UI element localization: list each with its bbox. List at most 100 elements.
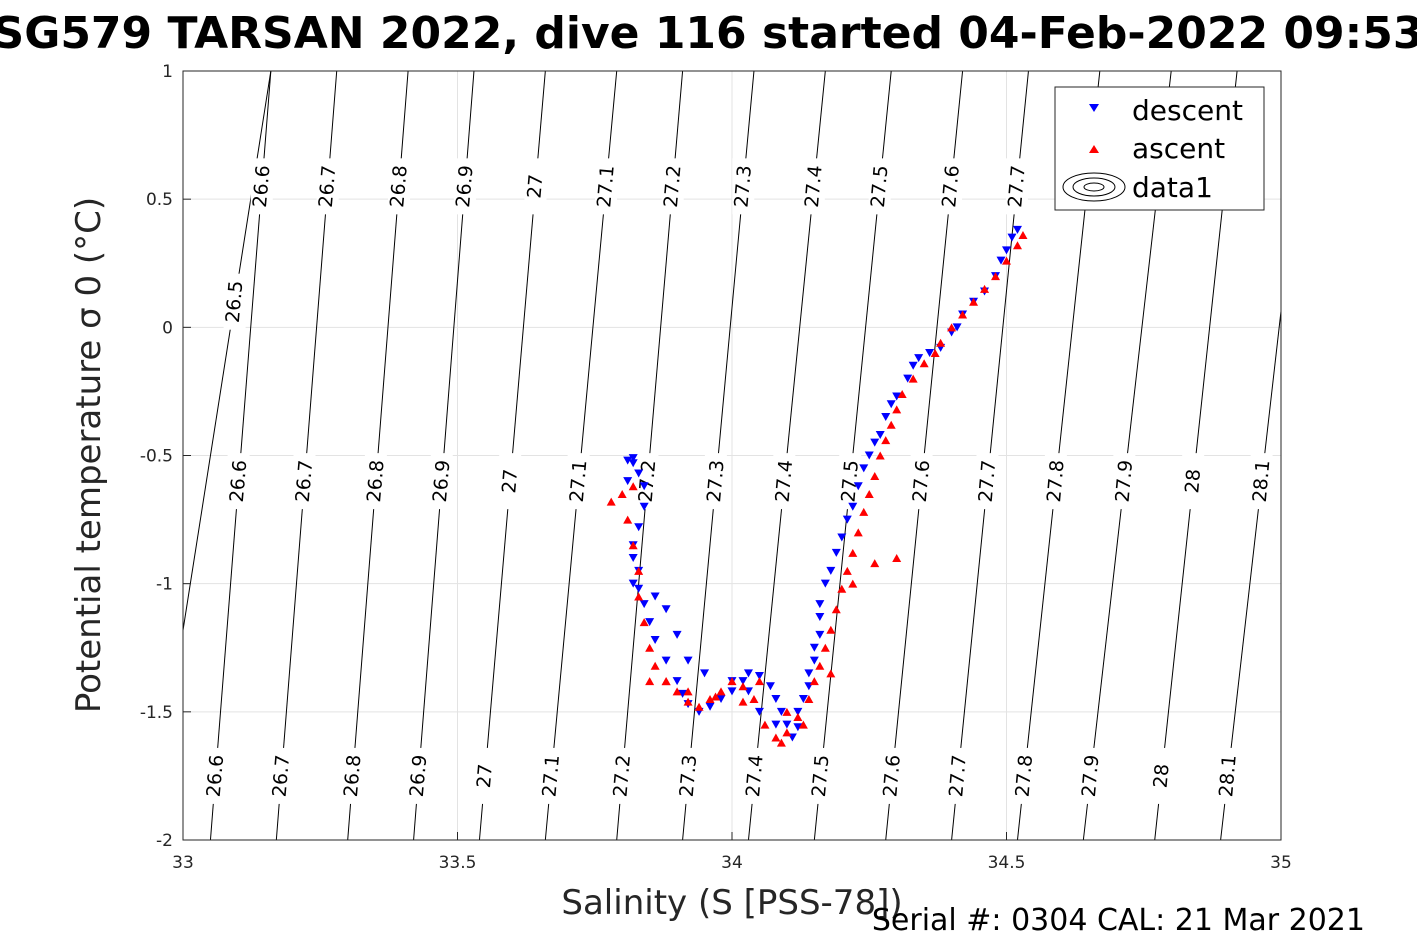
contour-label-bg bbox=[499, 453, 522, 510]
contour-label-bg bbox=[743, 747, 766, 804]
descent-point bbox=[1012, 225, 1022, 234]
descent-point bbox=[892, 392, 902, 401]
descent-point bbox=[820, 579, 830, 588]
descent-point bbox=[870, 438, 880, 447]
ascent-point bbox=[881, 436, 891, 445]
contour-label-26.8: 26.8 bbox=[363, 459, 389, 503]
descent-point bbox=[908, 361, 918, 370]
contour-label-bg bbox=[1113, 453, 1136, 510]
ascent-point bbox=[606, 497, 616, 506]
ascent-point bbox=[936, 338, 946, 347]
contour-label-27.1: 27.1 bbox=[593, 164, 619, 208]
contour-label-27.6: 27.6 bbox=[879, 754, 905, 798]
ascent-point bbox=[683, 697, 693, 706]
contour-label-27.9: 27.9 bbox=[1112, 459, 1138, 503]
contour-label-bg bbox=[636, 453, 659, 510]
contour-label-bg bbox=[947, 747, 970, 804]
descent-point bbox=[831, 548, 841, 557]
contour-label-bg bbox=[868, 158, 891, 215]
descent-point bbox=[996, 256, 1006, 265]
ascent-point bbox=[815, 661, 825, 670]
descent-point bbox=[771, 695, 781, 704]
ascent-point bbox=[639, 618, 649, 627]
x-axis-label: Salinity (S [PSS-78]) bbox=[561, 883, 902, 923]
y-axis-ticks: -2 -1.5 -1 -0.5 0 0.5 1 bbox=[140, 62, 191, 851]
contour-label-bg bbox=[473, 747, 496, 804]
contour-label-bg bbox=[1150, 747, 1173, 804]
contour-label-bg bbox=[316, 158, 339, 215]
contour-label-27.3: 27.3 bbox=[730, 164, 756, 208]
descent-point bbox=[776, 707, 786, 716]
descent-point bbox=[639, 600, 649, 609]
descent-point bbox=[650, 592, 660, 601]
ascent-point bbox=[1002, 256, 1011, 265]
contour-label-bg bbox=[270, 747, 293, 804]
descent-point bbox=[842, 515, 852, 524]
legend-descent-label: descent bbox=[1132, 94, 1243, 127]
descent-point bbox=[628, 579, 638, 588]
contour-label-bg bbox=[1005, 158, 1028, 215]
contour-label-bg bbox=[524, 158, 547, 215]
descent-point bbox=[634, 523, 644, 532]
descent-point bbox=[875, 430, 885, 439]
ascent-point bbox=[859, 507, 869, 516]
descent-point bbox=[925, 348, 935, 357]
descent-point bbox=[815, 630, 825, 639]
contour-label-bg bbox=[839, 453, 862, 510]
descent-point bbox=[678, 689, 688, 698]
contour-label-bg bbox=[881, 747, 904, 804]
contour-label-28: 28 bbox=[1150, 763, 1174, 789]
legend-data1-label: data1 bbox=[1132, 171, 1213, 204]
descent-point bbox=[639, 502, 649, 511]
ascent-point bbox=[908, 374, 918, 383]
contour-label-bg bbox=[809, 747, 832, 804]
ascent-point bbox=[634, 592, 644, 601]
contour-label-27: 27 bbox=[498, 468, 522, 494]
descent-point bbox=[672, 630, 682, 639]
ascent-point bbox=[1012, 241, 1022, 250]
contour-label-27: 27 bbox=[523, 173, 547, 199]
descent-point bbox=[853, 482, 863, 491]
ascent-point bbox=[864, 489, 874, 498]
descent-point bbox=[628, 554, 638, 563]
descent-point bbox=[848, 502, 858, 511]
contour-label-bg bbox=[1044, 453, 1067, 510]
descent-point bbox=[754, 707, 764, 716]
descent-point bbox=[634, 584, 644, 593]
contour-label-bg bbox=[540, 747, 563, 804]
descent-point bbox=[705, 702, 715, 711]
ascent-point bbox=[870, 472, 880, 481]
descent-point bbox=[683, 656, 693, 665]
contour-label-26.5: 26.5 bbox=[222, 280, 248, 324]
descent-point bbox=[1007, 233, 1017, 242]
descent-point bbox=[661, 656, 671, 665]
contour-label-bg bbox=[773, 453, 796, 510]
ascent-point bbox=[782, 728, 792, 737]
contour-label-bg bbox=[1079, 747, 1102, 804]
contour-label-bg bbox=[364, 453, 387, 510]
contour-label-27.3: 27.3 bbox=[676, 754, 702, 798]
contour-label-26.7: 26.7 bbox=[269, 754, 295, 798]
contour-label-26.6: 26.6 bbox=[226, 459, 252, 503]
descent-point bbox=[809, 643, 819, 652]
ascent-point bbox=[694, 702, 704, 711]
ascent-point bbox=[798, 720, 808, 729]
descent-point bbox=[661, 605, 671, 614]
descent-point bbox=[743, 669, 753, 678]
ascent-point bbox=[623, 515, 633, 524]
ascent-point bbox=[672, 687, 682, 696]
descent-point bbox=[650, 636, 660, 645]
ascent-point bbox=[738, 697, 748, 706]
legend-descent-marker bbox=[1089, 104, 1099, 112]
contour-label-bg bbox=[910, 453, 933, 510]
contour-label-27.1: 27.1 bbox=[566, 459, 592, 503]
ascent-point bbox=[897, 389, 907, 398]
contour-label-bg bbox=[567, 453, 590, 510]
ascent-point bbox=[738, 682, 748, 691]
ascent-point bbox=[650, 661, 660, 670]
descent-point bbox=[952, 323, 962, 332]
ascent-point bbox=[969, 297, 979, 306]
contour-label-27: 27 bbox=[473, 763, 497, 789]
chart-title: SG579 TARSAN 2022, dive 116 started 04-F… bbox=[0, 8, 1417, 59]
